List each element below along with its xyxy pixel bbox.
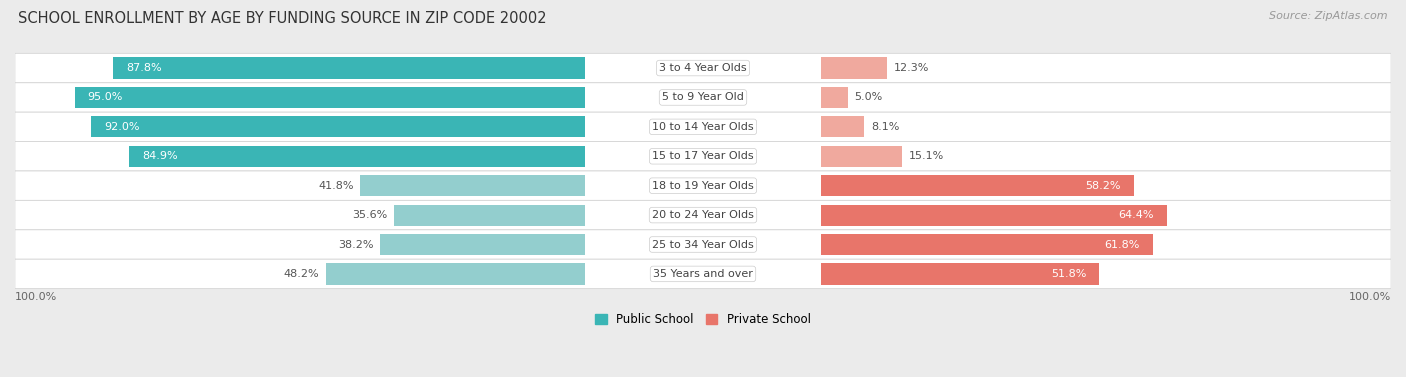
Text: SCHOOL ENROLLMENT BY AGE BY FUNDING SOURCE IN ZIP CODE 20002: SCHOOL ENROLLMENT BY AGE BY FUNDING SOUR… <box>18 11 547 26</box>
FancyBboxPatch shape <box>15 112 1391 142</box>
FancyBboxPatch shape <box>15 201 1391 230</box>
Bar <box>821 146 903 167</box>
Bar <box>380 234 585 255</box>
Text: 92.0%: 92.0% <box>104 122 139 132</box>
Text: 18 to 19 Year Olds: 18 to 19 Year Olds <box>652 181 754 191</box>
FancyBboxPatch shape <box>15 142 1391 171</box>
Text: 41.8%: 41.8% <box>318 181 354 191</box>
Bar <box>114 57 585 79</box>
Text: 3 to 4 Year Olds: 3 to 4 Year Olds <box>659 63 747 73</box>
Bar <box>821 234 1153 255</box>
Text: 20 to 24 Year Olds: 20 to 24 Year Olds <box>652 210 754 220</box>
Text: Source: ZipAtlas.com: Source: ZipAtlas.com <box>1270 11 1388 21</box>
Legend: Public School, Private School: Public School, Private School <box>591 309 815 331</box>
Text: 95.0%: 95.0% <box>87 92 124 103</box>
Bar <box>360 175 585 196</box>
Text: 5.0%: 5.0% <box>855 92 883 103</box>
Text: 35 Years and over: 35 Years and over <box>652 269 754 279</box>
Text: 12.3%: 12.3% <box>894 63 929 73</box>
FancyBboxPatch shape <box>15 83 1391 112</box>
Text: 15 to 17 Year Olds: 15 to 17 Year Olds <box>652 151 754 161</box>
Bar <box>91 116 585 138</box>
Bar <box>821 263 1099 285</box>
FancyBboxPatch shape <box>15 171 1391 201</box>
Bar <box>129 146 585 167</box>
Text: 8.1%: 8.1% <box>870 122 900 132</box>
Text: 10 to 14 Year Olds: 10 to 14 Year Olds <box>652 122 754 132</box>
Bar <box>821 57 887 79</box>
FancyBboxPatch shape <box>15 230 1391 259</box>
Text: 51.8%: 51.8% <box>1050 269 1087 279</box>
Text: 64.4%: 64.4% <box>1118 210 1154 220</box>
Bar <box>821 116 865 138</box>
Text: 5 to 9 Year Old: 5 to 9 Year Old <box>662 92 744 103</box>
Text: 100.0%: 100.0% <box>1348 293 1391 302</box>
Text: 48.2%: 48.2% <box>284 269 319 279</box>
Text: 100.0%: 100.0% <box>15 293 58 302</box>
Text: 58.2%: 58.2% <box>1085 181 1121 191</box>
Bar <box>821 175 1133 196</box>
Text: 87.8%: 87.8% <box>127 63 162 73</box>
Text: 35.6%: 35.6% <box>352 210 387 220</box>
Bar <box>394 204 585 226</box>
FancyBboxPatch shape <box>15 259 1391 289</box>
Text: 61.8%: 61.8% <box>1105 239 1140 250</box>
Text: 38.2%: 38.2% <box>337 239 373 250</box>
Bar <box>821 87 848 108</box>
Bar <box>326 263 585 285</box>
Text: 25 to 34 Year Olds: 25 to 34 Year Olds <box>652 239 754 250</box>
Bar <box>75 87 585 108</box>
Bar <box>821 204 1167 226</box>
Text: 84.9%: 84.9% <box>142 151 177 161</box>
FancyBboxPatch shape <box>15 53 1391 83</box>
Text: 15.1%: 15.1% <box>908 151 943 161</box>
